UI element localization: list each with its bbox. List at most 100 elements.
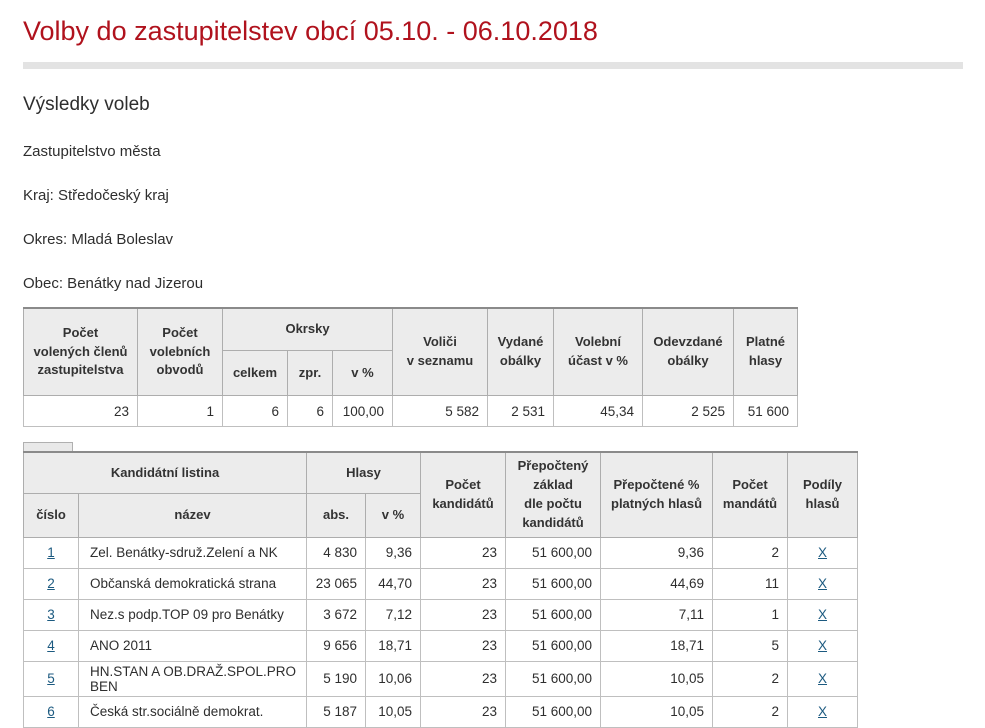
party-votes-pct: 9,36 [364, 536, 422, 569]
parties-table-tab [23, 442, 73, 452]
party-recalc-pct: 10,05 [600, 660, 714, 697]
col-header-candidate-list: Kandidátní listina [23, 451, 307, 494]
party-votes-pct: 18,71 [364, 629, 422, 662]
party-name: Zel. Benátky-sdruž.Zelení a NK [78, 536, 307, 569]
party-votes-abs: 3 672 [306, 598, 366, 631]
party-number-link[interactable]: 3 [47, 607, 55, 623]
party-recalc-pct: 44,69 [600, 567, 714, 600]
party-mandates: 2 [712, 695, 789, 728]
col-header-okrsky-pct: v % [332, 350, 393, 397]
results-heading: Výsledky voleb [23, 93, 150, 115]
party-row: 6 Česká str.sociálně demokrat. 5 187 10,… [23, 695, 859, 728]
title-divider [23, 61, 963, 69]
party-number-link[interactable]: 2 [47, 576, 55, 592]
page-title: Volby do zastupitelstev obcí 05.10. - 06… [23, 16, 598, 46]
party-mandates: 2 [712, 660, 789, 697]
party-candidates: 23 [420, 598, 507, 631]
party-number-link[interactable]: 5 [47, 671, 55, 687]
party-votes-abs: 9 656 [306, 629, 366, 662]
col-header-turnout: Volební účast v % [553, 307, 643, 397]
col-header-members: Počet volených členů zastupitelstva [23, 307, 138, 397]
party-share-link[interactable]: X [818, 607, 828, 623]
summary-voters-value: 5 582 [392, 395, 488, 428]
party-row: 2 Občanská demokratická strana 23 065 44… [23, 567, 859, 600]
col-header-mandates: Počet mandátů [712, 451, 789, 538]
party-votes-pct: 44,70 [364, 567, 422, 600]
party-number-link[interactable]: 4 [47, 638, 55, 654]
party-recalc-base: 51 600,00 [505, 695, 602, 728]
parties-table: Kandidátní listina Hlasy Počet kandidátů… [23, 451, 859, 728]
party-votes-abs: 4 830 [306, 536, 366, 569]
party-votes-abs: 5 190 [306, 660, 366, 697]
party-share-link[interactable]: X [818, 576, 828, 592]
party-recalc-base: 51 600,00 [505, 598, 602, 631]
col-header-returned-envelopes: Odevzdané obálky [642, 307, 734, 397]
party-recalc-base: 51 600,00 [505, 536, 602, 569]
party-recalc-pct: 7,11 [600, 598, 714, 631]
col-header-recalc-base: Přepočtený základ dle počtu kandidátů [505, 451, 602, 538]
party-candidates: 23 [420, 660, 507, 697]
col-header-okrsky: Okrsky [222, 307, 393, 352]
summary-okrsky-total-value: 6 [222, 395, 288, 428]
summary-okrsky-pct-value: 100,00 [332, 395, 393, 428]
col-header-name: název [78, 492, 307, 538]
party-row: 1 Zel. Benátky-sdruž.Zelení a NK 4 830 9… [23, 536, 859, 569]
summary-okrsky-zpr-value: 6 [287, 395, 333, 428]
summary-districts-value: 1 [137, 395, 223, 428]
summary-issued-value: 2 531 [487, 395, 554, 428]
party-recalc-base: 51 600,00 [505, 660, 602, 697]
party-votes-pct: 10,05 [364, 695, 422, 728]
party-share-link[interactable]: X [818, 704, 828, 720]
party-name: HN.STAN A OB.DRAŽ.SPOL.PRO BEN [78, 660, 307, 697]
summary-table: Počet volených členů zastupitelstva Poče… [23, 306, 798, 428]
party-candidates: 23 [420, 629, 507, 662]
col-header-votes-abs: abs. [306, 492, 366, 538]
col-header-vote-shares: Podíly hlasů [787, 451, 859, 538]
party-name: ANO 2011 [78, 629, 307, 662]
party-recalc-pct: 18,71 [600, 629, 714, 662]
party-candidates: 23 [420, 567, 507, 600]
party-share-link[interactable]: X [818, 671, 828, 687]
region-label: Kraj: Středočeský kraj [23, 186, 169, 204]
party-votes-pct: 10,06 [364, 660, 422, 697]
summary-returned-value: 2 525 [642, 395, 734, 428]
party-candidates: 23 [420, 536, 507, 569]
party-recalc-pct: 10,05 [600, 695, 714, 728]
col-header-okrsky-zpr: zpr. [287, 350, 333, 397]
col-header-okrsky-total: celkem [222, 350, 288, 397]
party-mandates: 1 [712, 598, 789, 631]
party-candidates: 23 [420, 695, 507, 728]
party-votes-abs: 23 065 [306, 567, 366, 600]
party-name: Nez.s podp.TOP 09 pro Benátky [78, 598, 307, 631]
col-header-number: číslo [23, 492, 79, 538]
party-name: Občanská demokratická strana [78, 567, 307, 600]
party-mandates: 5 [712, 629, 789, 662]
col-header-votes: Hlasy [305, 451, 422, 494]
party-mandates: 2 [712, 536, 789, 569]
party-recalc-pct: 9,36 [600, 536, 714, 569]
col-header-districts: Počet volebních obvodů [137, 307, 223, 397]
party-number-link[interactable]: 6 [47, 704, 55, 720]
party-recalc-base: 51 600,00 [505, 629, 602, 662]
party-row: 5 HN.STAN A OB.DRAŽ.SPOL.PRO BEN 5 190 1… [23, 660, 859, 697]
municipality-label: Obec: Benátky nad Jizerou [23, 274, 204, 292]
col-header-valid-votes: Platné hlasy [733, 307, 798, 397]
party-share-link[interactable]: X [818, 638, 828, 654]
col-header-recalc-pct: Přepočtené % platných hlasů [600, 451, 714, 538]
summary-members-value: 23 [23, 395, 138, 428]
party-recalc-base: 51 600,00 [505, 567, 602, 600]
col-header-voters: Voliči v seznamu [392, 307, 488, 397]
party-row: 4 ANO 2011 9 656 18,71 23 51 600,00 18,7… [23, 629, 859, 662]
col-header-votes-pct: v % [364, 492, 422, 538]
party-share-link[interactable]: X [818, 545, 828, 561]
election-results-page: Volby do zastupitelstev obcí 05.10. - 06… [0, 15, 985, 728]
party-name: Česká str.sociálně demokrat. [78, 695, 307, 728]
party-row: 3 Nez.s podp.TOP 09 pro Benátky 3 672 7,… [23, 598, 859, 631]
party-votes-abs: 5 187 [306, 695, 366, 728]
col-header-issued-envelopes: Vydané obálky [487, 307, 554, 397]
party-votes-pct: 7,12 [364, 598, 422, 631]
party-number-link[interactable]: 1 [47, 545, 55, 561]
col-header-candidates-count: Počet kandidátů [420, 451, 507, 538]
summary-row: 23 1 6 6 100,00 5 582 2 531 45,34 2 525 … [23, 395, 798, 428]
council-type-label: Zastupitelstvo města [23, 142, 161, 160]
